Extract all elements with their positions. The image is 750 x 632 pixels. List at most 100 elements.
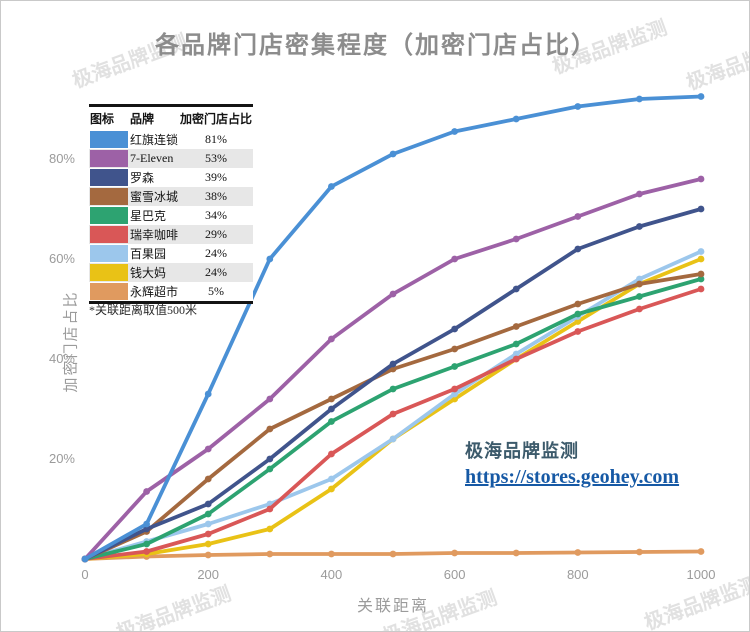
y-tick-label: 80% xyxy=(48,151,75,166)
brand-watermark-name: 极海品牌监测 xyxy=(465,441,579,461)
series-marker xyxy=(204,445,212,453)
series-marker xyxy=(204,540,212,548)
legend-color-swatch xyxy=(90,150,128,167)
series-marker xyxy=(328,550,335,558)
series-marker xyxy=(328,418,335,425)
legend-brand-value: 81% xyxy=(205,132,228,146)
series-marker xyxy=(143,525,151,533)
series-marker xyxy=(697,270,705,278)
legend-brand-value: 34% xyxy=(205,208,228,222)
series-marker xyxy=(636,305,643,313)
legend-brand-label: 7-Eleven xyxy=(129,149,180,168)
series-marker xyxy=(204,390,212,398)
series-marker xyxy=(636,275,643,283)
series-marker xyxy=(574,328,582,335)
series-marker xyxy=(389,385,397,393)
series-marker xyxy=(512,549,520,557)
series-marker xyxy=(389,290,397,298)
chart-title: 各品牌门店密集程度（加密门店占比） xyxy=(155,33,597,59)
series-marker xyxy=(574,245,582,253)
series-marker xyxy=(574,300,582,308)
legend-color-swatch xyxy=(90,188,128,205)
series-marker xyxy=(266,525,274,533)
legend-brand-label: 瑞幸咖啡 xyxy=(129,225,180,244)
series-marker xyxy=(328,405,335,413)
series-marker xyxy=(204,530,212,538)
series-marker xyxy=(266,465,274,473)
series-marker xyxy=(389,435,397,443)
series-marker xyxy=(636,548,643,556)
series-marker xyxy=(204,510,212,518)
series-marker xyxy=(451,325,458,333)
series-marker xyxy=(451,363,458,370)
legend-row: 罗森 39% xyxy=(89,168,253,187)
series-marker xyxy=(328,183,335,190)
series-marker xyxy=(266,425,274,433)
legend-table: 图标 品牌 加密门店占比 红旗连锁 81% 7-Eleven 53% 罗森 39% 蜜雪冰城… xyxy=(89,104,254,304)
series-marker xyxy=(266,395,274,403)
series-marker xyxy=(328,485,335,493)
legend-color-swatch xyxy=(90,264,128,281)
series-marker xyxy=(451,255,458,263)
legend-brand-value: 53% xyxy=(179,149,254,168)
x-tick-label: 1000 xyxy=(686,567,716,582)
series-marker xyxy=(266,550,274,558)
series-marker xyxy=(204,475,212,483)
legend-row: 瑞幸咖啡 29% xyxy=(89,225,254,244)
legend-brand-value: 24% xyxy=(179,263,254,282)
series-marker xyxy=(204,551,212,559)
y-tick-label: 60% xyxy=(48,251,75,266)
series-marker xyxy=(81,555,89,563)
legend-brand-value: 38% xyxy=(179,187,254,206)
series-marker xyxy=(697,548,705,555)
legend-brand-label: 红旗连锁 xyxy=(130,133,179,147)
series-marker xyxy=(512,115,520,123)
series-marker xyxy=(328,395,335,403)
series-marker xyxy=(697,93,705,100)
series-marker xyxy=(574,103,582,110)
series-marker xyxy=(574,310,582,318)
brand-watermark: 极海品牌监测 https://stores.geohey.com xyxy=(465,437,679,489)
series-marker xyxy=(512,340,520,348)
series-marker xyxy=(389,550,397,558)
series-marker xyxy=(451,549,458,557)
series-marker xyxy=(143,548,151,555)
legend-brand-value: 39% xyxy=(205,170,228,184)
series-marker xyxy=(451,128,458,135)
series-marker xyxy=(636,280,643,288)
y-tick-label: 20% xyxy=(48,451,75,466)
series-marker xyxy=(389,410,397,418)
legend-brand-label: 罗森 xyxy=(130,171,155,185)
series-marker xyxy=(451,345,458,353)
x-tick-label: 400 xyxy=(320,567,343,582)
series-marker xyxy=(143,488,151,495)
series-marker xyxy=(328,335,335,343)
series-marker xyxy=(697,285,705,293)
y-tick-label: 40% xyxy=(48,351,75,366)
legend-brand-label: 百果园 xyxy=(130,247,167,261)
legend-header-brand: 品牌 xyxy=(130,112,155,126)
brand-watermark-link[interactable]: https://stores.geohey.com xyxy=(465,466,680,488)
series-marker xyxy=(512,235,520,243)
series-marker xyxy=(512,350,520,358)
series-marker xyxy=(389,150,397,158)
series-marker xyxy=(266,505,274,513)
series-marker xyxy=(697,248,705,255)
x-tick-label: 600 xyxy=(443,567,466,582)
legend-row: 红旗连锁 81% xyxy=(89,130,253,149)
series-marker xyxy=(451,390,458,398)
series-marker xyxy=(697,175,705,183)
legend-color-swatch xyxy=(90,245,128,262)
series-marker xyxy=(512,285,520,293)
legend-row: 钱大妈 24% xyxy=(89,263,254,282)
legend-row: 百果园 24% xyxy=(89,244,253,263)
legend-brand-value: 5% xyxy=(208,284,225,298)
legend-brand-value: 24% xyxy=(205,246,228,260)
legend-color-swatch xyxy=(90,131,128,148)
series-marker xyxy=(204,500,212,508)
series-marker xyxy=(574,549,582,556)
series-marker xyxy=(328,450,335,458)
series-marker xyxy=(636,293,643,300)
legend-brand-label: 蜜雪冰城 xyxy=(129,187,180,206)
